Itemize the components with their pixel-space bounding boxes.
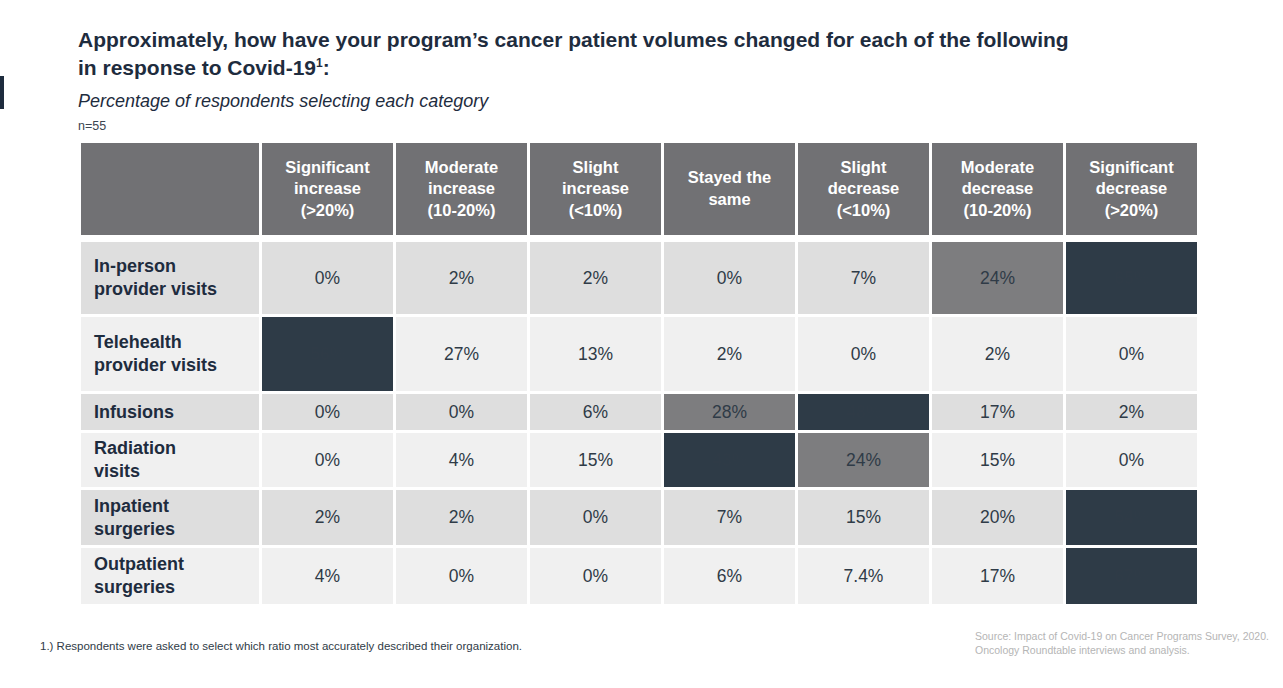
table-head: Significant increase (>20%)Moderate incr… <box>81 143 1197 239</box>
source-attribution: Source: Impact of Covid-19 on Cancer Pro… <box>975 630 1269 658</box>
value-cell: 2% <box>396 490 527 545</box>
value-cell: 6% <box>530 394 661 430</box>
value-cell: 0% <box>1066 317 1197 391</box>
page-subtitle: Percentage of respondents selecting each… <box>78 91 1206 112</box>
value-cell: 6% <box>664 548 795 604</box>
value-cell: 43% <box>664 433 795 487</box>
value-cell: 0% <box>262 394 393 430</box>
value-cell: 54% <box>1066 490 1197 545</box>
value-cell: 0% <box>530 490 661 545</box>
title-line-1: Approximately, how have your program’s c… <box>78 28 1069 51</box>
table-corner-cell <box>81 143 259 239</box>
value-cell: 0% <box>262 433 393 487</box>
slide: Approximately, how have your program’s c… <box>0 0 1283 688</box>
column-header: Significant decrease (>20%) <box>1066 143 1197 239</box>
column-header: Slight decrease (<10%) <box>798 143 929 239</box>
value-cell: 4% <box>262 548 393 604</box>
value-cell: 2% <box>932 317 1063 391</box>
row-label: Inpatient surgeries <box>81 490 259 545</box>
value-cell: 0% <box>664 242 795 314</box>
value-cell: 13% <box>530 317 661 391</box>
table-row: Telehealth provider visits56%27%13%2%0%2… <box>81 317 1197 391</box>
value-cell: 20% <box>932 490 1063 545</box>
footnote: 1.) Respondents were asked to select whi… <box>40 640 522 652</box>
value-cell: 65% <box>1066 242 1197 314</box>
table-row: In-person provider visits0%2%2%0%7%24%65… <box>81 242 1197 314</box>
slide-content: Approximately, how have your program’s c… <box>78 26 1206 607</box>
title-colon: : <box>323 56 330 79</box>
value-cell: 2% <box>530 242 661 314</box>
value-cell: 0% <box>530 548 661 604</box>
table-row: Radiation visits0%4%15%43%24%15%0% <box>81 433 1197 487</box>
value-cell: 0% <box>396 548 527 604</box>
value-cell: 2% <box>262 490 393 545</box>
title-line-2: in response to Covid-19 <box>78 56 316 79</box>
value-cell: 7% <box>798 242 929 314</box>
value-cell: 0% <box>1066 433 1197 487</box>
header-row: Significant increase (>20%)Moderate incr… <box>81 143 1197 239</box>
value-cell: 0% <box>396 394 527 430</box>
source-line-2: Oncology Roundtable interviews and analy… <box>975 644 1269 658</box>
value-cell: 17% <box>932 548 1063 604</box>
title-footnote-marker: 1 <box>316 56 323 70</box>
table-body: In-person provider visits0%2%2%0%7%24%65… <box>81 242 1197 604</box>
value-cell: 4% <box>396 433 527 487</box>
value-cell: 48% <box>798 394 929 430</box>
value-cell: 67% <box>1066 548 1197 604</box>
value-cell: 24% <box>932 242 1063 314</box>
value-cell: 56% <box>262 317 393 391</box>
row-label: Infusions <box>81 394 259 430</box>
page-title: Approximately, how have your program’s c… <box>78 26 1206 82</box>
value-cell: 24% <box>798 433 929 487</box>
table-row: Infusions0%0%6%28%48%17%2% <box>81 394 1197 430</box>
value-cell: 7.4% <box>798 548 929 604</box>
row-label: In-person provider visits <box>81 242 259 314</box>
column-header: Moderate decrease (10-20%) <box>932 143 1063 239</box>
value-cell: 0% <box>798 317 929 391</box>
value-cell: 15% <box>932 433 1063 487</box>
table-row: Outpatient surgeries4%0%0%6%7.4%17%67% <box>81 548 1197 604</box>
data-table: Significant increase (>20%)Moderate incr… <box>78 140 1200 607</box>
value-cell: 0% <box>262 242 393 314</box>
value-cell: 2% <box>664 317 795 391</box>
value-cell: 17% <box>932 394 1063 430</box>
value-cell: 27% <box>396 317 527 391</box>
source-line-1: Source: Impact of Covid-19 on Cancer Pro… <box>975 630 1269 644</box>
row-label: Outpatient surgeries <box>81 548 259 604</box>
value-cell: 2% <box>396 242 527 314</box>
value-cell: 15% <box>798 490 929 545</box>
sample-size-label: n=55 <box>78 119 1206 133</box>
value-cell: 7% <box>664 490 795 545</box>
row-label: Telehealth provider visits <box>81 317 259 391</box>
column-header: Moderate increase (10-20%) <box>396 143 527 239</box>
value-cell: 28% <box>664 394 795 430</box>
left-edge-accent <box>0 76 4 109</box>
column-header: Stayed the same <box>664 143 795 239</box>
row-label: Radiation visits <box>81 433 259 487</box>
column-header: Slight increase (<10%) <box>530 143 661 239</box>
value-cell: 2% <box>1066 394 1197 430</box>
column-header: Significant increase (>20%) <box>262 143 393 239</box>
value-cell: 15% <box>530 433 661 487</box>
table-row: Inpatient surgeries2%2%0%7%15%20%54% <box>81 490 1197 545</box>
